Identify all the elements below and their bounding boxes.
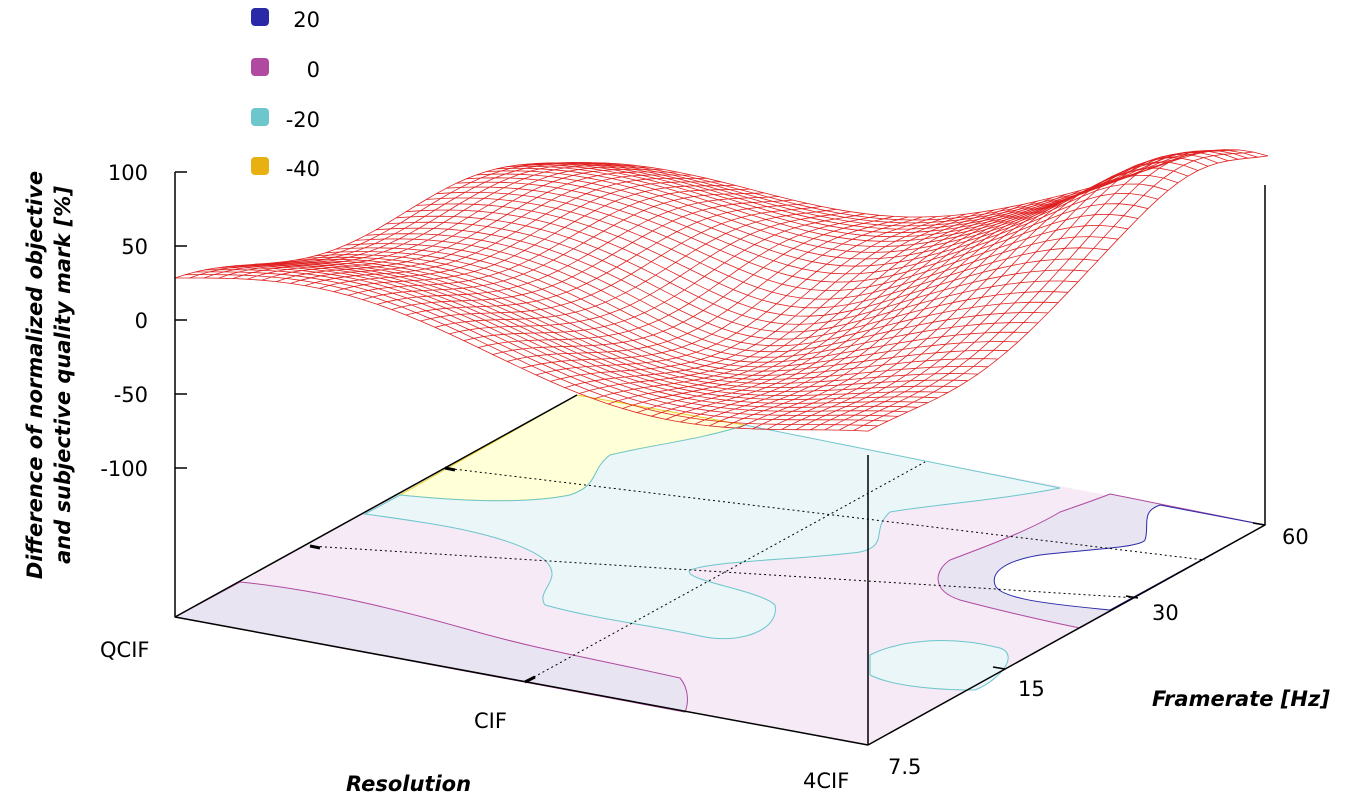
surface-mesh-line xyxy=(838,149,1240,431)
legend-entry: -40 xyxy=(251,157,320,181)
surface-mesh-line xyxy=(348,188,750,296)
surface-mesh-line xyxy=(275,171,678,282)
surface-mesh-line xyxy=(232,164,635,279)
surface-mesh-line xyxy=(723,177,1125,428)
y-tick-label: 15 xyxy=(1018,677,1045,701)
surface-mesh-line xyxy=(636,200,1038,413)
surface-mesh-line xyxy=(521,216,923,369)
legend-entry: 0 xyxy=(251,58,320,82)
surface-mesh-line xyxy=(853,151,1254,431)
surface-mesh-line xyxy=(205,269,899,417)
surface-mesh-line xyxy=(622,203,1024,409)
surface-mesh-line xyxy=(218,163,621,279)
y-axis-line xyxy=(867,524,1266,746)
surface-mesh-line xyxy=(781,157,1182,430)
legend-label: -20 xyxy=(286,108,320,132)
z-tick-label: -50 xyxy=(114,383,148,407)
surface-mesh-line xyxy=(535,216,938,376)
z-tick-labels: 100 50 0 -50 -100 xyxy=(100,161,148,481)
surface-mesh-line xyxy=(579,211,981,394)
x-axis-title: Resolution xyxy=(346,772,471,796)
surface-mesh-line xyxy=(478,214,880,348)
surface-mesh-line xyxy=(680,189,1082,423)
surface-mesh xyxy=(174,149,1269,432)
y-axis-title: Framerate [Hz] xyxy=(1152,687,1330,711)
surface-mesh-line xyxy=(434,208,837,328)
x-axis-line xyxy=(174,616,869,746)
surface-mesh-line xyxy=(362,192,765,300)
y-tick-label: 30 xyxy=(1152,601,1179,625)
surface-mesh-line xyxy=(766,162,1168,430)
surface-mesh-line xyxy=(203,162,606,279)
surface-mesh-line xyxy=(333,185,736,292)
surface-mesh-line xyxy=(550,215,952,382)
floor-region-white xyxy=(993,504,1267,611)
legend-entry: 20 xyxy=(251,8,320,32)
surface-mesh-line xyxy=(174,162,578,279)
legend-label: -40 xyxy=(286,157,320,181)
surface-mesh-line xyxy=(709,181,1110,427)
legend-swatch xyxy=(251,58,269,76)
x-ticks xyxy=(309,466,536,684)
floor-region-lavender-left xyxy=(173,581,688,713)
surface-mesh-line xyxy=(290,174,693,284)
back-edge-left xyxy=(174,394,578,618)
surface-mesh-line xyxy=(810,150,1211,431)
surface-mesh-line xyxy=(651,197,1053,417)
surface-mesh-line xyxy=(576,149,1269,218)
floor-region-cyan xyxy=(363,424,1061,640)
z-tick-label: 0 xyxy=(135,309,148,333)
surface-mesh-line xyxy=(564,213,966,388)
surface-mesh-line xyxy=(694,186,1096,425)
surface-mesh-line xyxy=(261,168,664,281)
legend-swatch xyxy=(251,8,269,26)
surface-mesh-line xyxy=(416,203,1109,309)
floor-gridlines xyxy=(309,461,1206,683)
legend-swatch xyxy=(251,157,269,175)
legend: 20 0 -20 -40 xyxy=(251,8,320,181)
surface-mesh-line xyxy=(377,196,779,305)
y-tick-label: 7.5 xyxy=(888,755,921,779)
surface-mesh-line xyxy=(405,203,808,316)
surface-mesh-line xyxy=(795,153,1197,431)
x-tick-labels: QCIF CIF 4CIF xyxy=(100,638,849,793)
z-tick-label: 50 xyxy=(121,235,148,259)
surface-mesh-line xyxy=(492,216,894,355)
contour-floor xyxy=(173,394,1267,745)
legend-entry: -20 xyxy=(251,108,320,132)
x-tick-label: 4CIF xyxy=(803,769,849,793)
surface-mesh-line xyxy=(507,216,909,362)
z-ticks xyxy=(175,171,187,469)
surface-mesh-line xyxy=(304,177,707,286)
x-tick-label: QCIF xyxy=(100,638,149,662)
y-tick-labels: 7.5 15 30 60 xyxy=(888,525,1309,779)
legend-label: 0 xyxy=(307,58,320,82)
surface-mesh-line xyxy=(247,166,649,280)
surface-mesh-line xyxy=(867,155,1269,432)
z-tick-label: 100 xyxy=(108,161,148,185)
z-axis-title: Difference of normalized objective xyxy=(23,171,47,579)
surface-mesh-line xyxy=(319,181,722,289)
surface-mesh-line xyxy=(593,209,995,400)
surface-mesh-line xyxy=(189,162,592,279)
surface-mesh-line xyxy=(463,213,865,341)
z-axis-title-line2: and subjective quality mark [%] xyxy=(51,186,75,564)
surface-mesh-line xyxy=(391,199,793,310)
surface-mesh-line xyxy=(607,206,1010,405)
legend-label: 20 xyxy=(293,8,320,32)
y-ticks xyxy=(992,522,1266,670)
x-tick-label: CIF xyxy=(474,709,507,733)
surface-mesh-line xyxy=(420,206,822,322)
z-tick-label: -100 xyxy=(100,457,148,481)
y-tick-label: 60 xyxy=(1282,525,1309,549)
surface-mesh-line xyxy=(824,149,1225,431)
surface-mesh-line xyxy=(449,211,851,335)
legend-swatch xyxy=(251,108,269,126)
surface-mesh-line xyxy=(665,193,1067,420)
floor-region-cyan-small xyxy=(869,640,1009,691)
surface-mesh-line xyxy=(375,227,1069,340)
